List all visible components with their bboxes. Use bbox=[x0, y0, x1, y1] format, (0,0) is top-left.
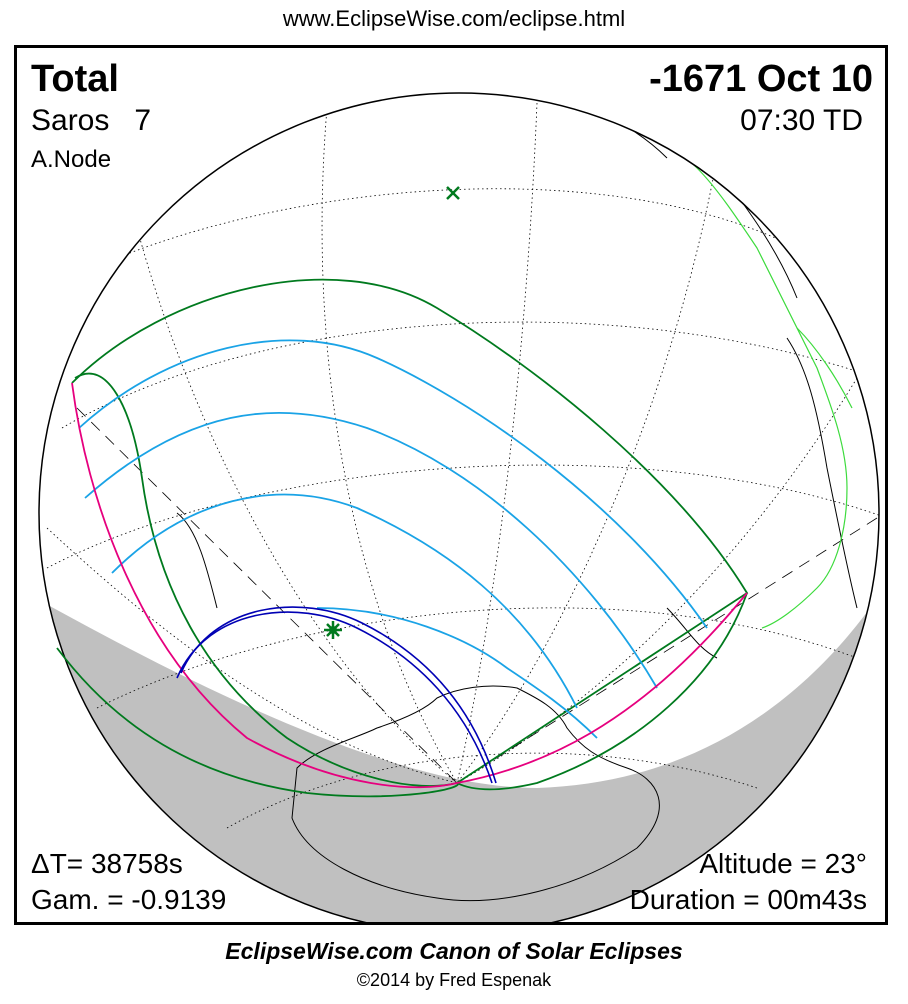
eclipse-type: Total bbox=[31, 58, 119, 100]
node-label: A.Node bbox=[31, 146, 112, 173]
eclipse-date: -1671 Oct 10 bbox=[649, 58, 873, 100]
penumbra-contours bbox=[78, 339, 708, 739]
penumbra-limits bbox=[56, 278, 749, 798]
eclipse-time: 07:30 TD bbox=[740, 104, 863, 137]
greatest-eclipse-marker bbox=[324, 621, 342, 639]
saros-number: 7 bbox=[134, 104, 152, 137]
graticule bbox=[46, 102, 879, 829]
header-url[interactable]: www.EclipseWise.com/eclipse.html bbox=[282, 6, 626, 31]
altitude: Altitude = 23° bbox=[699, 848, 867, 879]
subsolar-point-marker bbox=[446, 186, 460, 200]
footer-copyright: ©2014 by Fred Espenak bbox=[356, 970, 552, 990]
eclipse-map-frame: Total -1671 Oct 10 Saros 7 07:30 TD A.No… bbox=[14, 45, 888, 925]
path-of-totality bbox=[176, 606, 497, 784]
rise-set-curve bbox=[71, 382, 748, 789]
eclipse-map bbox=[38, 92, 880, 922]
saros-line: Saros 7 bbox=[31, 104, 151, 138]
saros-label: Saros bbox=[31, 104, 110, 137]
delta-t: ΔT= 38758s bbox=[31, 848, 183, 879]
duration: Duration = 00m43s bbox=[629, 884, 867, 915]
gamma: Gam. = -0.9139 bbox=[31, 884, 227, 915]
footer-title: EclipseWise.com Canon of Solar Eclipses bbox=[225, 938, 683, 964]
night-shade bbox=[39, 568, 879, 922]
